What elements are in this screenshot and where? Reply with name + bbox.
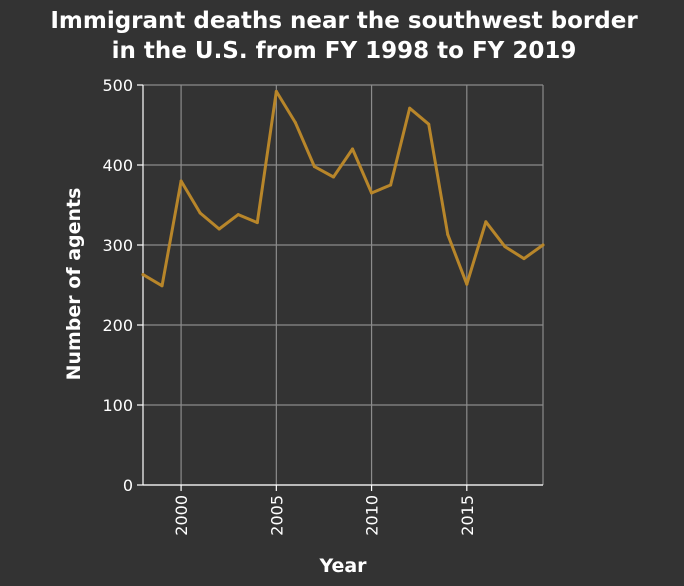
data-point [389,183,393,187]
x-tick-label: 2005 [267,495,286,536]
chart-title-line-2: in the U.S. from FY 1998 to FY 2019 [112,38,577,64]
data-point [351,147,355,151]
series-line [141,89,545,288]
x-axis-label: Year [318,555,367,577]
data-point [370,191,374,195]
data-point [255,221,259,225]
data-point [331,175,335,179]
x-tick-label: 2010 [363,495,382,536]
data-point [141,273,145,277]
data-point [522,257,526,261]
data-point [503,245,507,249]
y-tick-label: 500 [102,76,133,95]
tick-labels: 0 100 200 300 400 500 2000 2005 2010 2015 [102,76,476,536]
data-point [179,179,183,183]
axes [137,84,543,491]
y-tick-label: 0 [123,476,133,495]
gridlines [143,84,544,486]
x-tick-label: 2015 [458,495,477,536]
data-point [465,282,469,286]
data-point [484,220,488,224]
data-point [160,284,164,288]
data-point [541,243,545,247]
data-point [408,106,412,110]
x-tick-label: 2000 [172,495,191,536]
y-tick-label: 200 [102,316,133,335]
data-point [293,121,297,125]
data-point [274,89,278,93]
data-point [312,165,316,169]
data-point [198,211,202,215]
y-tick-label: 300 [102,236,133,255]
chart-title-line-1: Immigrant deaths near the southwest bord… [50,8,638,34]
data-point [446,233,450,237]
data-point [236,213,240,217]
y-tick-label: 400 [102,156,133,175]
y-tick-label: 100 [102,396,133,415]
data-point [217,227,221,231]
y-axis-label: Number of agents [63,188,85,381]
data-point [427,122,431,126]
series [141,89,545,288]
